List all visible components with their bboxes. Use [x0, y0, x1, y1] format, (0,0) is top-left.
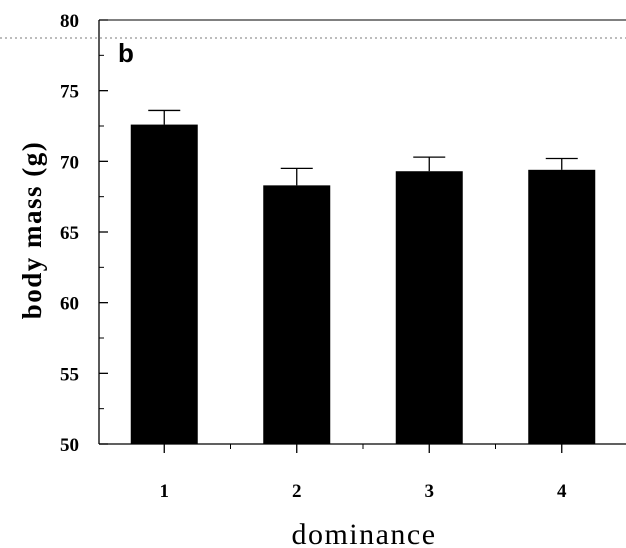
y-tick-label: 75	[60, 82, 79, 103]
x-tick-label: 1	[160, 481, 170, 502]
y-tick-label: 80	[60, 11, 79, 32]
y-axis-title: body mass (g)	[17, 141, 47, 320]
x-axis-ticks: 1 2 3 4	[160, 444, 567, 502]
panel-label: b	[118, 38, 134, 68]
y-tick-label: 55	[60, 364, 79, 385]
x-axis-title: dominance	[291, 518, 436, 548]
y-tick-label: 60	[60, 294, 79, 315]
bar	[395, 171, 463, 444]
y-tick-label: 50	[60, 435, 79, 456]
bar	[528, 169, 596, 444]
bar	[263, 185, 331, 445]
x-tick-label: 2	[292, 481, 302, 502]
y-tick-label: 70	[60, 152, 79, 173]
bar	[130, 124, 198, 444]
y-tick-label: 65	[60, 223, 79, 244]
y-axis-ticks: 50 55 60 65 70 75 80	[60, 11, 108, 456]
bars	[130, 124, 596, 445]
x-tick-label: 4	[557, 481, 567, 502]
x-tick-label: 3	[425, 481, 435, 502]
error-bars	[148, 109, 578, 186]
